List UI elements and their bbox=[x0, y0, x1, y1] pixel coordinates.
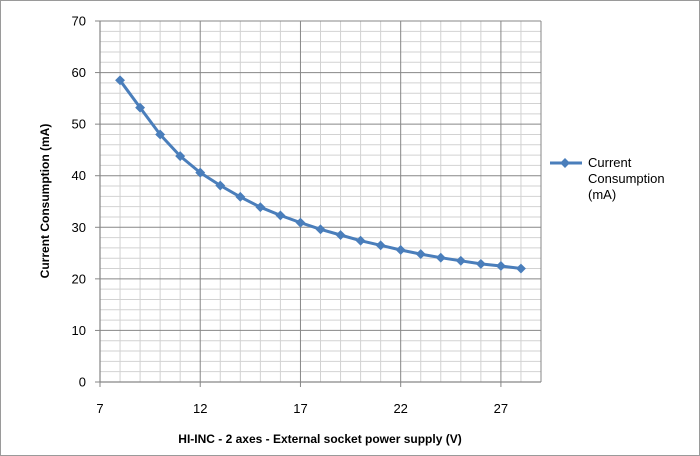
legend-marker-swatch bbox=[560, 158, 570, 168]
y-tick-label: 70 bbox=[72, 14, 86, 29]
x-tick-label: 17 bbox=[293, 401, 307, 416]
data-point bbox=[395, 245, 406, 255]
data-point bbox=[215, 180, 226, 191]
data-point bbox=[516, 263, 526, 274]
major-gridlines bbox=[100, 20, 542, 382]
data-point bbox=[315, 224, 326, 235]
y-tick-label: 50 bbox=[72, 117, 86, 132]
y-tick-label: 30 bbox=[72, 220, 86, 235]
data-point bbox=[235, 191, 246, 202]
data-point bbox=[355, 235, 366, 246]
x-tick-labels: 7 12 17 22 27 bbox=[96, 401, 508, 416]
data-point bbox=[275, 210, 286, 221]
series-group bbox=[115, 75, 526, 274]
data-point bbox=[475, 258, 486, 269]
data-point bbox=[175, 151, 186, 162]
legend: Current Consumption (mA) bbox=[550, 155, 668, 202]
data-point bbox=[115, 75, 125, 86]
legend-label-line-3: (mA) bbox=[588, 187, 616, 202]
legend-label: Current Consumption (mA) bbox=[588, 155, 668, 202]
y-tick-label: 10 bbox=[72, 323, 86, 338]
data-point bbox=[435, 252, 446, 263]
x-tick-label: 12 bbox=[193, 401, 207, 416]
data-point bbox=[195, 167, 206, 178]
y-tick-label: 60 bbox=[72, 65, 86, 80]
y-axis-title: Current Consumption (mA) bbox=[38, 124, 52, 279]
x-tick-label: 7 bbox=[96, 401, 103, 416]
minor-gridlines bbox=[100, 21, 541, 382]
data-point bbox=[375, 240, 386, 251]
axes bbox=[95, 20, 541, 387]
data-point bbox=[255, 202, 266, 213]
y-tick-label: 0 bbox=[79, 375, 86, 390]
legend-label-line-2: Consumption bbox=[588, 171, 665, 186]
data-point bbox=[335, 230, 346, 240]
data-point bbox=[455, 255, 466, 266]
x-tick-label: 27 bbox=[494, 401, 508, 416]
data-point bbox=[415, 249, 426, 260]
legend-label-line-1: Current bbox=[588, 155, 632, 170]
data-point bbox=[295, 217, 306, 228]
data-point bbox=[495, 261, 506, 271]
x-tick-label: 22 bbox=[393, 401, 407, 416]
data-point bbox=[155, 129, 166, 140]
data-point bbox=[135, 102, 146, 113]
y-tick-label: 40 bbox=[72, 168, 86, 183]
x-axis-title: HI-INC - 2 axes - External socket power … bbox=[178, 432, 461, 446]
y-tick-label: 20 bbox=[72, 271, 86, 286]
y-tick-labels: 0 10 20 30 40 50 60 70 bbox=[72, 14, 86, 390]
